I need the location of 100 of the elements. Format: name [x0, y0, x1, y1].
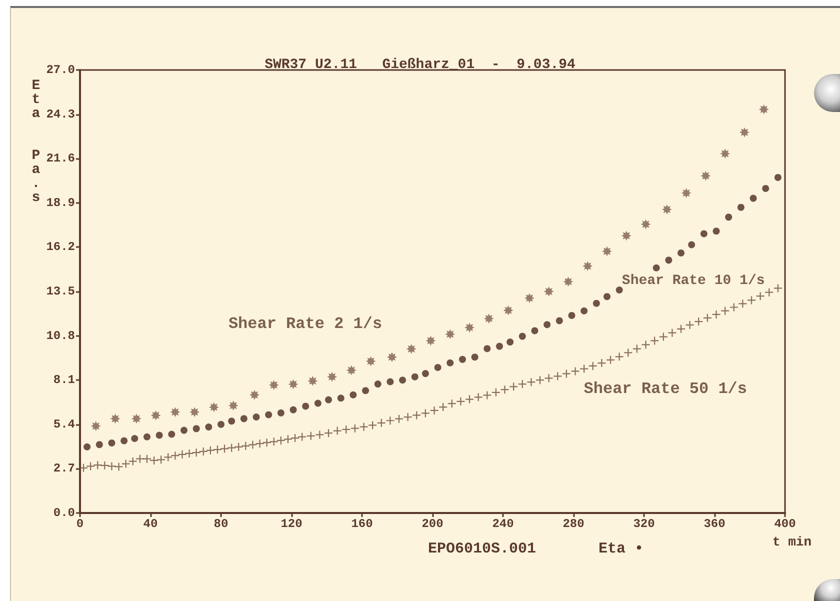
- point: [720, 148, 730, 159]
- x-tick-label: 160: [351, 517, 373, 531]
- point: [252, 414, 260, 421]
- x-tick-label: 360: [704, 517, 726, 531]
- point: [366, 356, 376, 366]
- point: [386, 378, 394, 386]
- point: [156, 432, 163, 439]
- text: Eta •: [598, 540, 644, 558]
- point: [544, 286, 554, 296]
- point: [582, 261, 593, 272]
- point: [308, 376, 318, 386]
- chart-title: SWR37 U2.11 Gießharz_01 - 9.03.94: [264, 57, 576, 73]
- point: [681, 188, 692, 198]
- y-tick-label: 21.6: [46, 152, 75, 166]
- point: [143, 433, 150, 440]
- point: [170, 407, 180, 418]
- point: [563, 276, 574, 287]
- point: [434, 364, 442, 371]
- point: [484, 345, 491, 352]
- point: [458, 356, 466, 363]
- point: [750, 194, 757, 202]
- point: [602, 246, 612, 256]
- point: [774, 174, 782, 181]
- point: [168, 430, 176, 438]
- x-axis-title: t min: [772, 534, 812, 550]
- point: [108, 439, 116, 446]
- point: [218, 420, 224, 428]
- point: [445, 329, 456, 340]
- point: [90, 421, 101, 432]
- point: [506, 338, 514, 346]
- point: [314, 400, 322, 407]
- point: [386, 352, 397, 362]
- point: [426, 336, 436, 346]
- point: [531, 327, 538, 334]
- y-tick-label: 16.2: [46, 240, 75, 254]
- point: [603, 293, 610, 300]
- point: [422, 370, 429, 378]
- point: [240, 415, 248, 422]
- series-label: Shear Rate 50 1/s: [584, 380, 748, 398]
- point: [665, 256, 672, 264]
- point: [150, 410, 161, 420]
- point: [96, 441, 103, 448]
- point: [762, 184, 770, 192]
- point: [302, 402, 310, 410]
- series-label: Shear Rate 10 1/s: [622, 273, 765, 290]
- point: [725, 214, 732, 221]
- x-tick-label: 240: [492, 517, 514, 531]
- y-tick-label: 18.9: [46, 196, 75, 210]
- point: [640, 219, 651, 230]
- point: [446, 359, 454, 366]
- point: [652, 264, 660, 272]
- point: [131, 414, 142, 424]
- point: [399, 376, 406, 384]
- point: [688, 241, 696, 248]
- point: [758, 104, 769, 114]
- point: [592, 300, 600, 307]
- point: [544, 321, 551, 328]
- y-tick-label: 10.8: [46, 328, 75, 343]
- point: [192, 425, 200, 432]
- point: [700, 170, 711, 181]
- text: EPO6010S.001: [428, 540, 536, 558]
- point: [249, 390, 260, 400]
- point: [84, 443, 91, 450]
- point: [180, 426, 188, 434]
- y-tick-label: 24.3: [46, 107, 75, 122]
- point: [737, 204, 744, 211]
- point: [277, 409, 284, 416]
- point: [503, 305, 514, 316]
- point: [265, 411, 272, 418]
- y-tick-label: 13.5: [46, 284, 75, 298]
- y-tick-label: 0.0: [53, 506, 75, 520]
- point: [471, 354, 478, 361]
- y-tick-label: 5.4: [53, 417, 75, 432]
- point: [700, 230, 708, 238]
- y-tick-label: 27.0: [46, 63, 75, 77]
- point: [120, 437, 128, 444]
- y-tick-label: 2.7: [53, 462, 75, 476]
- point: [406, 344, 416, 354]
- point: [662, 204, 672, 214]
- point: [110, 414, 120, 424]
- point: [621, 230, 632, 241]
- point: [712, 228, 720, 235]
- point: [228, 418, 236, 425]
- point: [464, 322, 475, 333]
- series-label: Shear Rate 2 1/s: [228, 315, 382, 334]
- x-tick-label: 40: [143, 517, 158, 531]
- x-tick-label: 80: [214, 517, 228, 531]
- point: [288, 379, 298, 390]
- point: [290, 406, 297, 414]
- point: [268, 380, 279, 390]
- point: [678, 249, 685, 256]
- point: [739, 127, 750, 138]
- point: [484, 314, 494, 324]
- point: [350, 391, 357, 398]
- x-tick-label: 400: [774, 517, 796, 531]
- x-tick-label: 120: [280, 517, 302, 531]
- point: [411, 373, 418, 380]
- x-tick-label: 0: [76, 517, 84, 531]
- point: [337, 394, 344, 402]
- point: [131, 435, 138, 442]
